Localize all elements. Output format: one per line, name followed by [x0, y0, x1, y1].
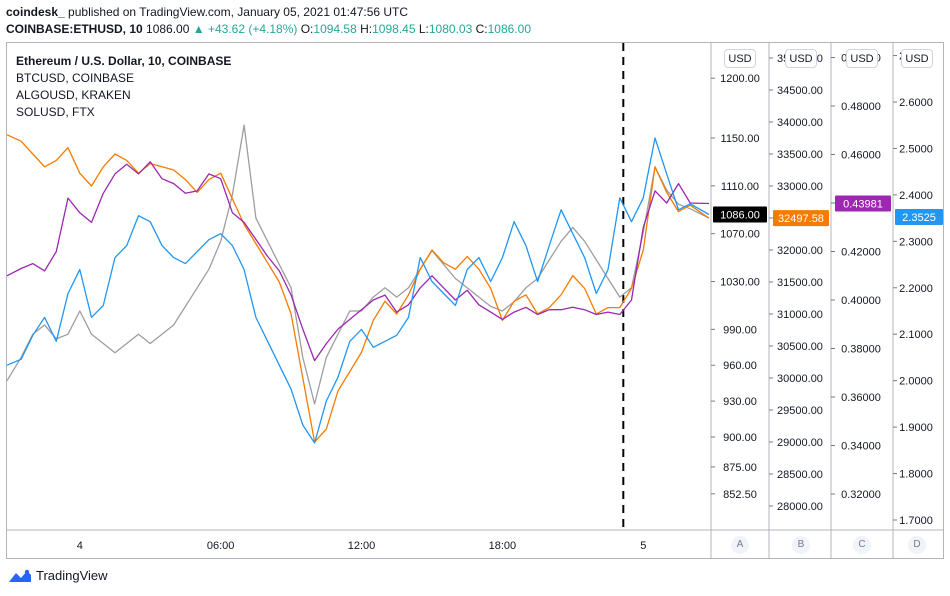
scale-a-tick-label: 852.50 — [723, 489, 757, 501]
scale-c-tick-label: 0.32000 — [841, 489, 881, 501]
scale-a-tick-label: 1150.00 — [721, 133, 760, 145]
tradingview-icon — [9, 569, 31, 582]
last-price-badge-d — [895, 208, 943, 225]
published-text: published on TradingView.com, January 05… — [68, 5, 409, 19]
time-axis-tick-label: 06:00 — [207, 540, 235, 552]
symbol-line: COINBASE:ETHUSD, 10 1086.00 ▲ +43.62 (+4… — [6, 22, 531, 36]
scale-b-tick-label: 33500.00 — [777, 149, 823, 161]
scale-d-tick-label: 2.2000 — [899, 283, 933, 295]
scale-c-tick-label: 0.42000 — [841, 247, 881, 259]
scale-c-tick-label: 0.48000 — [841, 101, 881, 113]
currency-button-d[interactable]: USD — [901, 49, 933, 68]
scale-b-tick-label: 34500.00 — [777, 85, 823, 97]
scale-d-tick-label: 2.3000 — [899, 236, 933, 248]
close-value: 1086.00 — [487, 22, 531, 36]
scale-b-tick-label: 29500.00 — [777, 405, 823, 417]
scale-b-tick-label: 32000.00 — [777, 245, 823, 257]
legend-title[interactable]: Ethereum / U.S. Dollar, 10, COINBASE — [16, 54, 232, 68]
scale-a-tick-label: 1110.00 — [721, 181, 759, 193]
high-label: H: — [360, 22, 373, 36]
scale-c-tick-label: 0.46000 — [841, 150, 881, 162]
publisher-name[interactable]: coindesk_ — [6, 5, 65, 19]
price-change: ▲ +43.62 (+4.18%) — [192, 22, 298, 36]
scale-d-tick-label: 2.6000 — [899, 97, 933, 109]
scale-d-tick-label: 1.9000 — [899, 422, 933, 434]
last-price-badge-c — [835, 195, 891, 212]
scale-a-tick-label: 960.00 — [723, 360, 757, 372]
time-axis-tick-label: 4 — [77, 540, 83, 552]
last-price: 1086.00 — [146, 22, 190, 36]
series-line-b[interactable] — [6, 134, 710, 443]
scale-d-tick-label: 2.1000 — [899, 329, 933, 341]
scale-b-tick-label: 34000.00 — [777, 117, 823, 129]
scale-a-tick-label: 990.00 — [723, 324, 757, 336]
scale-button-d[interactable]: D — [908, 536, 926, 554]
scale-a-tick-label: 1070.00 — [720, 229, 760, 241]
open-value: 1094.58 — [313, 22, 357, 36]
scale-d-tick-label: 1.7000 — [899, 515, 933, 527]
time-axis-tick-label: 5 — [640, 540, 646, 552]
scale-b-tick-label: 31500.00 — [777, 277, 823, 289]
last-price-badge-a — [713, 206, 767, 223]
scale-a-tick-label: 900.00 — [723, 432, 757, 444]
high-value: 1098.45 — [372, 22, 416, 36]
axes-layer: 852.50 875.00 900.00 930.00 960.00 990.00 1030… — [711, 51, 933, 527]
last-price-badge-b — [773, 210, 829, 227]
last-price-label-a: 1086.00 — [720, 210, 760, 222]
last-price-label-b: 32497.58 — [778, 213, 824, 225]
currency-button-a[interactable]: USD — [724, 49, 756, 68]
series-line-a[interactable] — [6, 137, 710, 444]
scale-b-tick-label: 33000.00 — [777, 181, 823, 193]
publisher-line: coindesk_ published on TradingView.com, … — [6, 5, 408, 19]
open-label: O: — [300, 22, 314, 36]
low-label: L: — [418, 22, 429, 36]
scale-b-tick-label: 30000.00 — [777, 373, 823, 385]
scale-c-tick-label: 0.36000 — [841, 392, 881, 404]
scale-c-tick-label: 0.40000 — [841, 295, 881, 307]
symbol-name[interactable]: COINBASE:ETHUSD, 10 — [6, 22, 143, 36]
scale-button-a[interactable]: A — [731, 536, 749, 554]
low-value: 1080.03 — [428, 22, 473, 36]
tradingview-logo[interactable]: TradingView — [8, 568, 108, 583]
scale-a-tick-label: 1200.00 — [720, 73, 760, 85]
currency-button-c[interactable]: USD — [846, 49, 878, 68]
scale-b-tick-label: 29000.00 — [777, 437, 823, 449]
scale-a-tick-label: 875.00 — [723, 462, 757, 474]
scale-d-tick-label: 2.4000 — [899, 190, 933, 202]
series-line-d[interactable] — [6, 124, 710, 405]
scale-d-tick-label: 2.5000 — [899, 143, 933, 155]
scale-b-tick-label: 28000.00 — [777, 501, 823, 513]
scale-b-tick-label: 30500.00 — [777, 341, 823, 353]
last-price-label-c: 0.43981 — [843, 198, 883, 210]
legend-item-btcusd[interactable]: BTCUSD, COINBASE — [16, 71, 135, 85]
series-layer — [6, 124, 710, 444]
footer-brand-text: TradingView — [36, 568, 108, 583]
scale-a-tick-label: 1030.00 — [720, 277, 760, 289]
scale-button-c[interactable]: C — [853, 536, 871, 554]
close-label: C: — [475, 22, 488, 36]
currency-button-b[interactable]: USD — [785, 49, 817, 68]
scale-b-tick-label: 28500.00 — [777, 469, 823, 481]
scale-button-b[interactable]: B — [792, 536, 810, 554]
scale-d-tick-label: 1.8000 — [899, 469, 933, 481]
scale-d-tick-label: 2.0000 — [899, 376, 933, 388]
scale-c-tick-label: 0.38000 — [841, 344, 881, 356]
series-line-c[interactable] — [6, 161, 710, 362]
last-price-labels: 1086.00 32497.58 0.43981 2.3525 — [713, 195, 943, 227]
time-axis-tick-label: 12:00 — [348, 540, 376, 552]
last-price-label-d: 2.3525 — [902, 212, 936, 224]
scale-c-tick-label: 0.34000 — [841, 441, 881, 453]
scale-a-tick-label: 930.00 — [723, 396, 757, 408]
legend-item-solusd[interactable]: SOLUSD, FTX — [16, 105, 95, 119]
time-axis-tick-label: 18:00 — [489, 540, 517, 552]
scale-b-tick-label: 31000.00 — [777, 309, 823, 321]
legend-item-algousd[interactable]: ALGOUSD, KRAKEN — [16, 88, 131, 102]
chart-frame[interactable] — [6, 42, 944, 559]
time-axis[interactable]: 4 06:00 12:00 18:00 5 — [77, 540, 647, 552]
